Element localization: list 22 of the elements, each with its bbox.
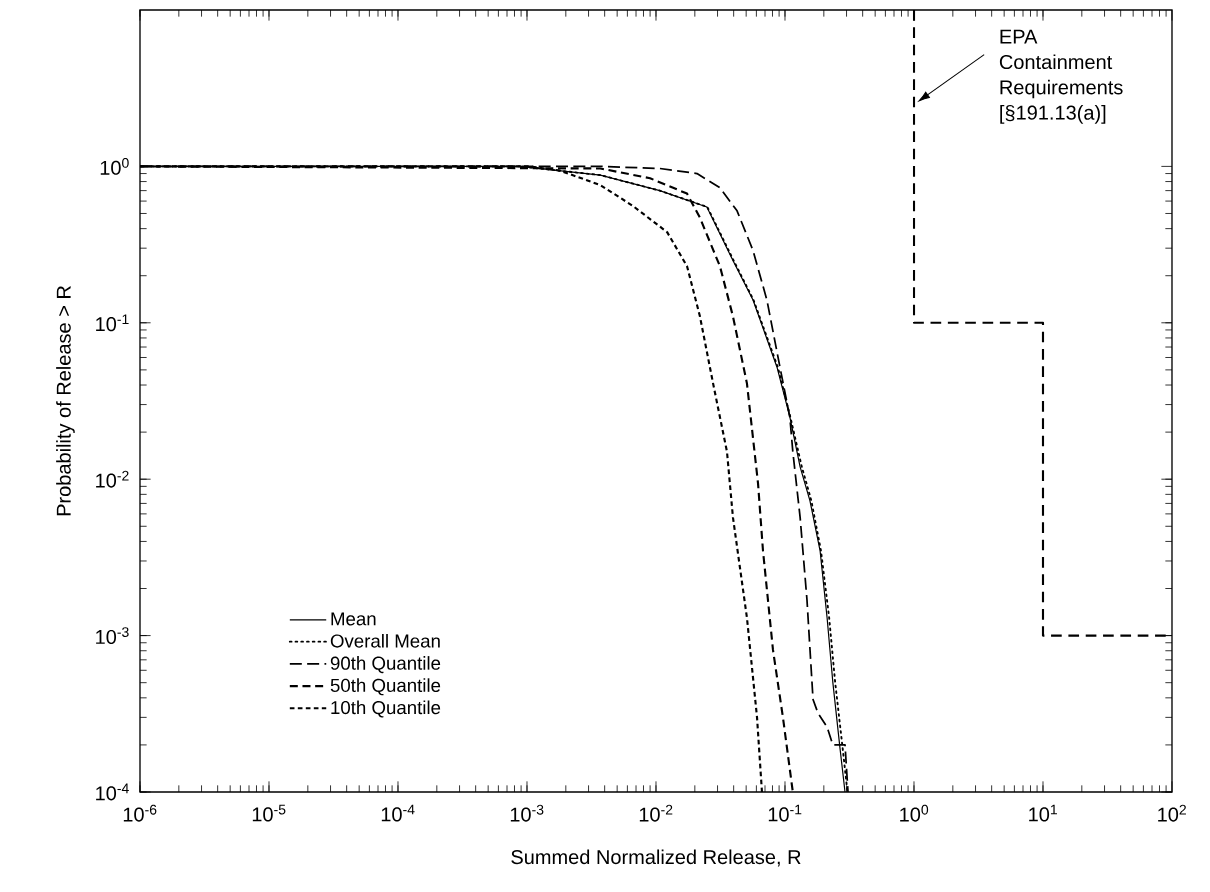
y-tick-label: 10$^{-3}$ bbox=[96, 627, 129, 645]
x-tick-label: 10$^{-1}$ bbox=[768, 804, 802, 822]
legend-label: Overall Mean bbox=[330, 633, 440, 648]
x-tick-label: 10$^{2}$ bbox=[1158, 804, 1186, 822]
x-axis-title: Summed Normalized Release, R bbox=[511, 849, 801, 867]
x-tick-label: 10$^{-4}$ bbox=[381, 804, 415, 822]
y-tick-label: 10$^{0}$ bbox=[100, 157, 129, 175]
legend-label: 50th Quantile bbox=[330, 678, 441, 696]
x-tick-label: 10$^{1}$ bbox=[1029, 804, 1057, 822]
y-axis-title: Probability of Release > R bbox=[56, 286, 75, 516]
legend-label: Mean bbox=[331, 612, 376, 626]
y-tick-label: 10$^{-1}$ bbox=[96, 314, 129, 332]
annotation: EPA Containment Requirements [§191.13(a)] bbox=[999, 29, 1123, 124]
x-tick-label: 10$^{-2}$ bbox=[639, 804, 673, 822]
legend-label: 90th Quantile bbox=[330, 656, 441, 674]
x-tick-label: 10$^{-3}$ bbox=[510, 804, 544, 822]
y-tick-label: 10$^{-2}$ bbox=[96, 470, 129, 488]
x-tick-label: 10$^{-5}$ bbox=[252, 804, 286, 822]
legend-label: 10th Quantile bbox=[331, 700, 441, 718]
x-tick-label: 10$^{-6}$ bbox=[123, 804, 157, 822]
y-tick-label: 10$^{-4}$ bbox=[96, 783, 129, 801]
x-tick-label: 10$^{0}$ bbox=[900, 804, 929, 822]
